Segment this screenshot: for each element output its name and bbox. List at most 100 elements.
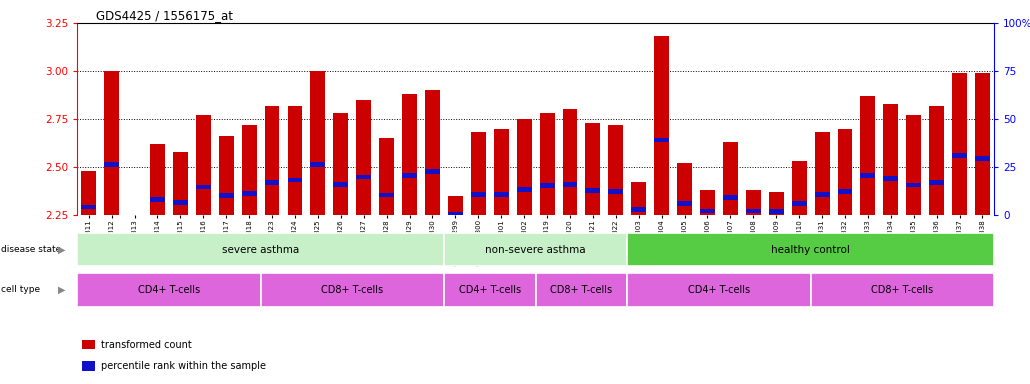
Bar (218, 193, 234, 198)
Bar (815, 132, 829, 215)
Bar (81, 171, 96, 215)
Bar (723, 142, 737, 215)
Bar (334, 182, 348, 187)
Bar (884, 104, 898, 215)
Bar (929, 180, 945, 185)
Bar (402, 94, 417, 215)
Bar (585, 188, 600, 192)
Bar (536, 273, 627, 306)
Bar (379, 138, 394, 215)
Bar (884, 176, 898, 181)
Text: CD4+ T-cells: CD4+ T-cells (688, 285, 750, 295)
Bar (837, 189, 853, 194)
Bar (562, 109, 578, 215)
Text: severe asthma: severe asthma (221, 245, 299, 255)
Bar (609, 125, 623, 215)
Bar (493, 129, 509, 215)
Bar (471, 132, 486, 215)
Bar (104, 162, 119, 167)
Bar (379, 193, 394, 197)
Bar (425, 169, 440, 174)
Bar (952, 73, 967, 215)
Text: CD4+ T-cells: CD4+ T-cells (458, 285, 521, 295)
Bar (952, 153, 967, 158)
Bar (792, 161, 806, 215)
Bar (700, 190, 715, 215)
Bar (196, 115, 211, 215)
Bar (265, 106, 279, 215)
Bar (104, 71, 119, 215)
Bar (746, 209, 761, 214)
Bar (402, 173, 417, 177)
Bar (242, 125, 256, 215)
Text: CD8+ T-cells: CD8+ T-cells (550, 285, 613, 295)
Bar (310, 71, 325, 215)
Bar (517, 187, 531, 192)
Bar (173, 152, 187, 215)
Bar (448, 196, 462, 215)
Bar (356, 100, 371, 215)
Bar (356, 175, 371, 179)
Bar (631, 207, 646, 212)
Bar (77, 233, 444, 266)
Bar (150, 144, 165, 215)
Bar (906, 115, 921, 215)
Bar (242, 191, 256, 196)
Bar (265, 180, 279, 185)
Text: CD8+ T-cells: CD8+ T-cells (321, 285, 383, 295)
Bar (860, 96, 876, 215)
Bar (261, 273, 444, 306)
Bar (444, 233, 627, 266)
Bar (677, 201, 692, 206)
Bar (815, 192, 829, 197)
Bar (768, 209, 784, 214)
Bar (127, 220, 142, 224)
Bar (677, 163, 692, 215)
Bar (627, 273, 811, 306)
Bar (540, 113, 554, 215)
Bar (334, 113, 348, 215)
Bar (929, 106, 945, 215)
Text: cell type: cell type (1, 285, 40, 295)
Bar (81, 205, 96, 210)
Text: healthy control: healthy control (771, 245, 850, 255)
Bar (585, 123, 600, 215)
Bar (310, 162, 325, 167)
Bar (700, 209, 715, 214)
Bar (562, 182, 578, 187)
Bar (860, 173, 876, 178)
Bar (654, 137, 670, 142)
Bar (975, 73, 990, 215)
Bar (448, 212, 462, 217)
Bar (627, 233, 994, 266)
Bar (218, 136, 234, 215)
Bar (540, 183, 554, 188)
Bar (150, 197, 165, 202)
Bar (631, 182, 646, 215)
Bar (287, 178, 303, 182)
Text: CD4+ T-cells: CD4+ T-cells (138, 285, 200, 295)
Bar (654, 36, 670, 215)
Bar (792, 201, 806, 205)
Text: ▶: ▶ (58, 285, 66, 295)
Bar (768, 192, 784, 215)
Bar (811, 273, 994, 306)
Text: ▶: ▶ (58, 245, 66, 255)
Bar (975, 156, 990, 161)
Bar (906, 183, 921, 187)
Bar (609, 189, 623, 194)
Text: GDS4425 / 1556175_at: GDS4425 / 1556175_at (96, 9, 233, 22)
Bar (746, 190, 761, 215)
Text: non-severe asthma: non-severe asthma (485, 245, 586, 255)
Bar (493, 192, 509, 197)
Text: CD8+ T-cells: CD8+ T-cells (871, 285, 933, 295)
Bar (287, 106, 303, 215)
Bar (517, 119, 531, 215)
Bar (127, 215, 142, 273)
Bar (444, 273, 536, 306)
Bar (173, 200, 187, 205)
Bar (723, 195, 737, 200)
Bar (77, 273, 261, 306)
Bar (471, 192, 486, 197)
Bar (425, 90, 440, 215)
